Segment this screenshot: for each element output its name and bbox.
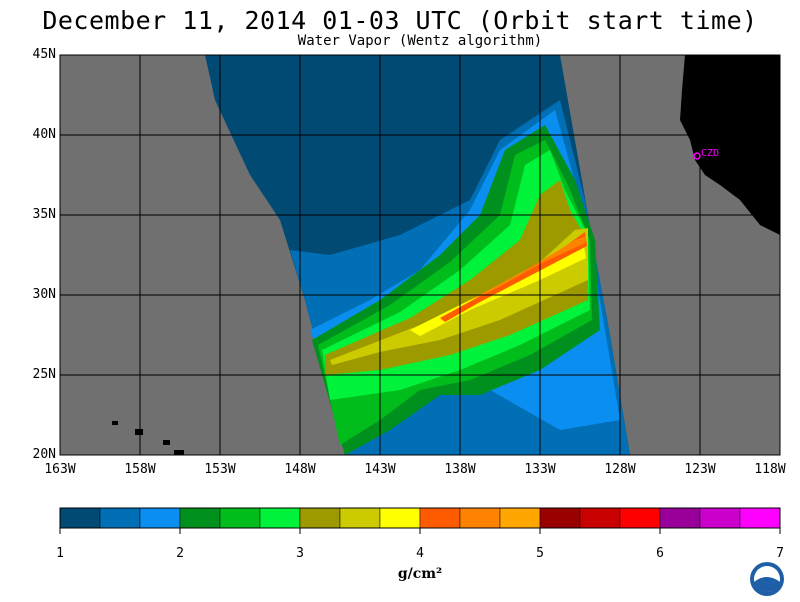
colorbar-swatch: [60, 508, 100, 528]
longitude-label: 163W: [30, 462, 90, 477]
colorbar-tick-label: 1: [40, 546, 80, 561]
land-hawaii-1: [112, 421, 118, 425]
map-area: [60, 55, 780, 456]
colorbar-swatch: [180, 508, 220, 528]
longitude-label: 138W: [430, 462, 490, 477]
land-hawaii-2: [135, 429, 143, 435]
colorbar-swatch: [340, 508, 380, 528]
colorbar-swatch: [460, 508, 500, 528]
colorbar-swatch: [380, 508, 420, 528]
colorbar-swatch: [660, 508, 700, 528]
latitude-label: 30N: [16, 287, 56, 302]
colorbar-swatch: [700, 508, 740, 528]
longitude-label: 153W: [190, 462, 250, 477]
latitude-label: 45N: [16, 47, 56, 62]
station-label: CZD: [701, 148, 719, 159]
latitude-label: 20N: [16, 447, 56, 462]
colorbar-swatch: [300, 508, 340, 528]
colorbar-swatch: [100, 508, 140, 528]
land-hawaii-3: [163, 440, 170, 445]
colorbar-swatch: [740, 508, 780, 528]
colorbar-tick-label: 6: [640, 546, 680, 561]
colorbar-swatch: [220, 508, 260, 528]
longitude-label: 118W: [740, 462, 800, 477]
longitude-label: 148W: [270, 462, 330, 477]
colorbar-swatch: [500, 508, 540, 528]
colorbar-tick-label: 4: [400, 546, 440, 561]
colorbar-swatch: [260, 508, 300, 528]
latitude-label: 40N: [16, 127, 56, 142]
colorbar-units: g/cm²: [380, 566, 460, 582]
colorbar: [60, 508, 780, 534]
noaa-logo: [738, 558, 796, 598]
colorbar-tick-label: 5: [520, 546, 560, 561]
colorbar-swatch: [540, 508, 580, 528]
colorbar-tick-label: 2: [160, 546, 200, 561]
colorbar-swatch: [140, 508, 180, 528]
colorbar-tick-label: 3: [280, 546, 320, 561]
colorbar-swatch: [420, 508, 460, 528]
colorbar-swatch: [580, 508, 620, 528]
latitude-label: 25N: [16, 367, 56, 382]
longitude-label: 143W: [350, 462, 410, 477]
longitude-label: 133W: [510, 462, 570, 477]
latitude-label: 35N: [16, 207, 56, 222]
longitude-label: 128W: [590, 462, 650, 477]
colorbar-swatch: [620, 508, 660, 528]
longitude-label: 158W: [110, 462, 170, 477]
longitude-label: 123W: [670, 462, 730, 477]
